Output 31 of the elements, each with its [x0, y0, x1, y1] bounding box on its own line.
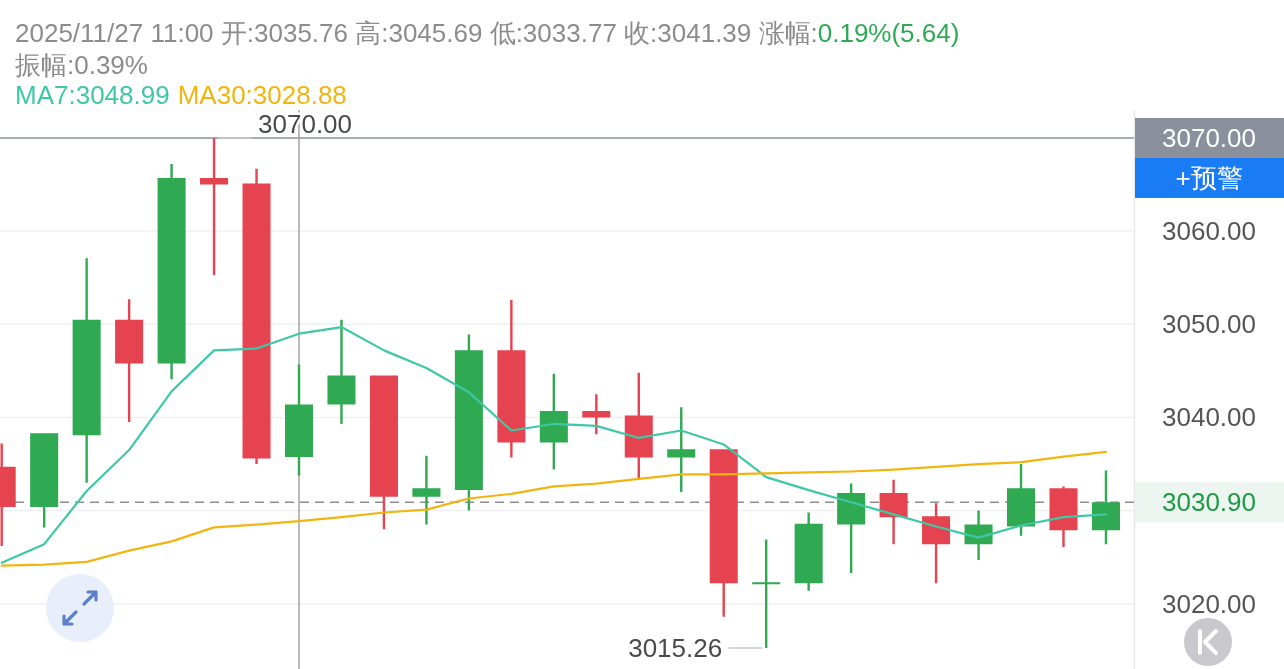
- annotation: 3070.00: [258, 108, 353, 139]
- candlestick: [454, 334, 483, 511]
- line-series: [0, 325, 1108, 564]
- y-tick-label: 3020.00: [1162, 588, 1256, 619]
- candlestick: [72, 258, 101, 483]
- text: MA30:3028.88: [177, 80, 347, 110]
- candlestick: [582, 394, 611, 435]
- candlestick: [667, 407, 696, 492]
- text: +预警: [1175, 163, 1243, 194]
- chart-subtitle: 振幅:0.39%: [15, 50, 148, 80]
- candlestick: [242, 168, 271, 465]
- annotation: 3015.26: [628, 633, 723, 664]
- line-series: [0, 450, 1108, 567]
- candlestick: [1049, 486, 1078, 547]
- candlestick: [327, 319, 356, 424]
- candlestick: [30, 433, 59, 528]
- candlestick: [412, 455, 441, 525]
- candlestick: [115, 299, 144, 423]
- y-tick-label: 3040.00: [1162, 402, 1256, 433]
- candlestick: [157, 164, 186, 380]
- candlestick: [369, 375, 398, 530]
- chart-title: 2025/11/27 11:00 开:3035.76 高:3045.69 低:3033.77 收:3041.39 涨幅:0.19%(5.64): [15, 18, 960, 48]
- y-tick-label: 3050.00: [1162, 309, 1256, 340]
- candlestick: [794, 512, 823, 591]
- text: 3030.90: [1162, 487, 1256, 518]
- candlestick: [497, 300, 526, 458]
- y-tick-label: 3060.00: [1162, 215, 1256, 246]
- text: MA7:3048.99: [15, 80, 170, 110]
- text: 3070.00: [1162, 123, 1256, 154]
- candlestick: [709, 449, 738, 617]
- candlestick: [284, 364, 314, 476]
